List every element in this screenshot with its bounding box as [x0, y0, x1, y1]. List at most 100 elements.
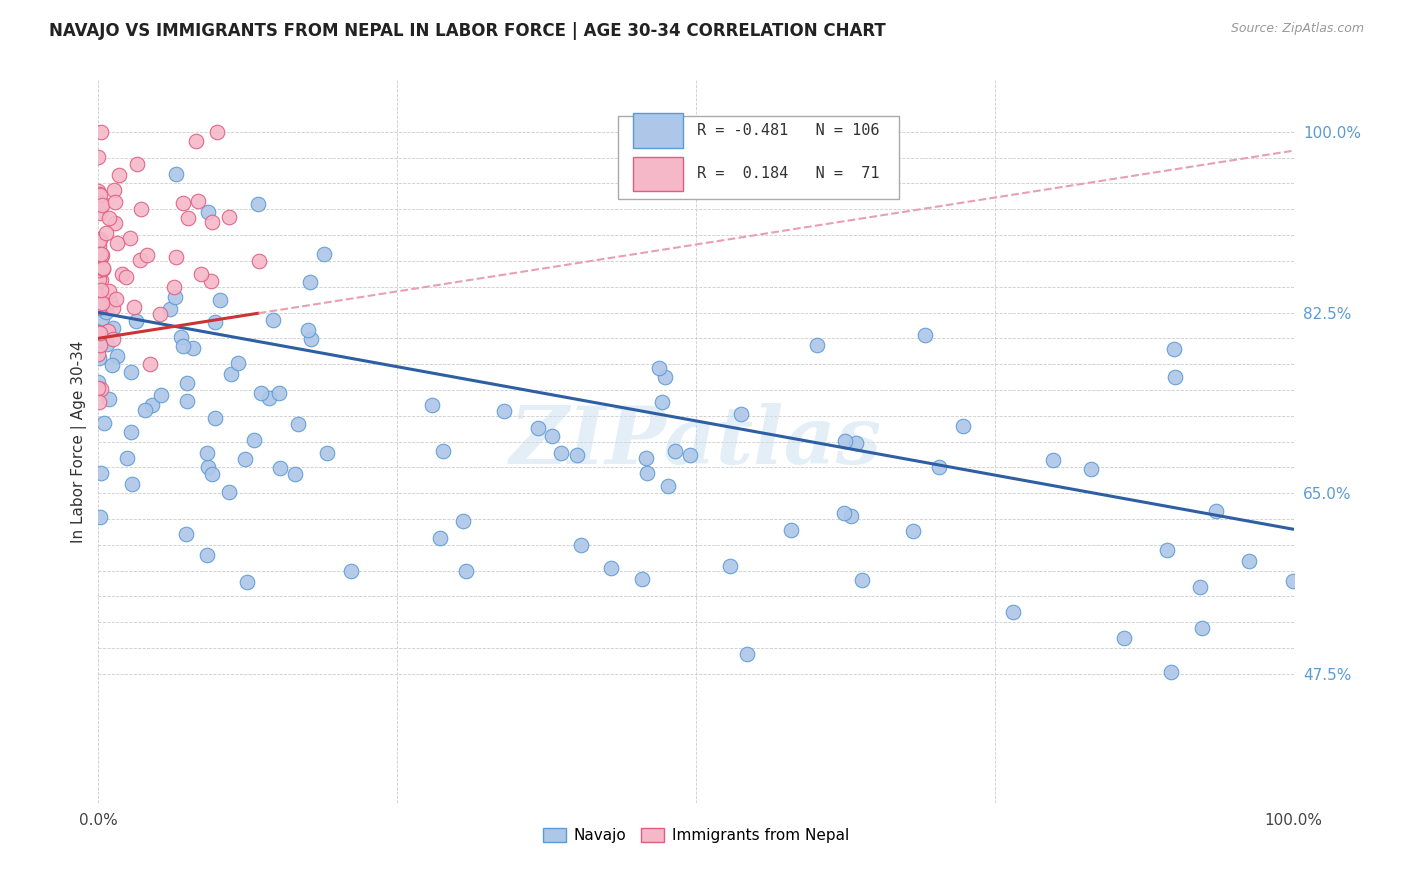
Point	[565, 448, 588, 462]
Point	[851, 574, 873, 588]
Point	[1188, 580, 1211, 594]
Point	[451, 514, 474, 528]
Point	[832, 506, 855, 520]
Point	[159, 301, 181, 316]
Point	[195, 549, 218, 563]
Point	[101, 321, 124, 335]
Point	[176, 527, 198, 541]
Point	[204, 315, 226, 329]
Point	[89, 510, 111, 524]
Point	[432, 443, 454, 458]
Point	[1164, 370, 1187, 384]
Point	[129, 253, 152, 268]
Point	[1205, 504, 1227, 518]
Point	[104, 216, 127, 230]
Point	[236, 574, 259, 589]
Point	[312, 246, 335, 260]
Point	[172, 339, 194, 353]
Point	[87, 186, 110, 201]
Point	[340, 564, 363, 578]
Point	[131, 202, 153, 217]
Point	[89, 338, 111, 352]
Point	[105, 349, 128, 363]
Point	[634, 451, 657, 466]
Point	[284, 467, 307, 481]
Point	[100, 358, 122, 372]
Point	[107, 236, 129, 251]
Point	[928, 460, 950, 475]
Point	[89, 206, 111, 220]
Point	[190, 267, 212, 281]
Point	[207, 125, 229, 139]
Point	[176, 376, 198, 390]
Point	[91, 290, 114, 304]
Point	[97, 324, 120, 338]
Point	[550, 446, 572, 460]
Point	[679, 448, 702, 462]
Point	[903, 524, 925, 538]
Point	[94, 227, 117, 241]
Point	[316, 446, 339, 460]
Point	[91, 195, 114, 210]
Point	[187, 194, 209, 209]
Point	[124, 300, 146, 314]
Point	[163, 280, 186, 294]
Point	[297, 323, 319, 337]
Point	[89, 300, 111, 314]
Point	[108, 168, 131, 182]
Point	[136, 248, 159, 262]
Point	[299, 332, 322, 346]
Text: Source: ZipAtlas.com: Source: ZipAtlas.com	[1230, 22, 1364, 36]
Point	[1282, 574, 1305, 589]
Point	[93, 416, 115, 430]
Point	[181, 342, 204, 356]
Point	[90, 467, 112, 481]
Point	[209, 293, 232, 308]
Point	[540, 429, 562, 443]
Point	[89, 296, 111, 310]
Point	[233, 451, 256, 466]
Point	[834, 434, 856, 448]
Point	[806, 338, 828, 352]
Point	[654, 369, 676, 384]
Point	[87, 287, 110, 301]
Point	[952, 419, 974, 434]
Point	[1160, 665, 1182, 680]
FancyBboxPatch shape	[633, 156, 683, 191]
Point	[636, 466, 658, 480]
Point	[246, 196, 269, 211]
Point	[90, 296, 112, 310]
Point	[184, 135, 207, 149]
Text: ZIPatlas: ZIPatlas	[510, 403, 882, 480]
Point	[89, 326, 111, 340]
Point	[87, 184, 110, 198]
Point	[599, 561, 621, 575]
Point	[247, 254, 270, 268]
Point	[96, 305, 118, 319]
Point	[98, 211, 121, 226]
Point	[87, 293, 110, 307]
Point	[287, 417, 309, 431]
Point	[631, 572, 654, 586]
Point	[269, 461, 291, 475]
Point	[149, 387, 172, 401]
Point	[97, 284, 120, 298]
Point	[1237, 554, 1260, 568]
Point	[125, 314, 148, 328]
Point	[201, 467, 224, 481]
Point	[115, 450, 138, 465]
Point	[197, 205, 219, 219]
Point	[98, 294, 121, 309]
Point	[201, 215, 224, 229]
Point	[243, 434, 266, 448]
Point	[651, 394, 673, 409]
Point	[249, 385, 271, 400]
Point	[648, 361, 671, 376]
Point	[127, 157, 149, 171]
Point	[200, 274, 222, 288]
Point	[111, 267, 134, 281]
Point	[103, 184, 125, 198]
Point	[87, 263, 110, 277]
Point	[204, 411, 226, 425]
Point	[1042, 453, 1064, 467]
